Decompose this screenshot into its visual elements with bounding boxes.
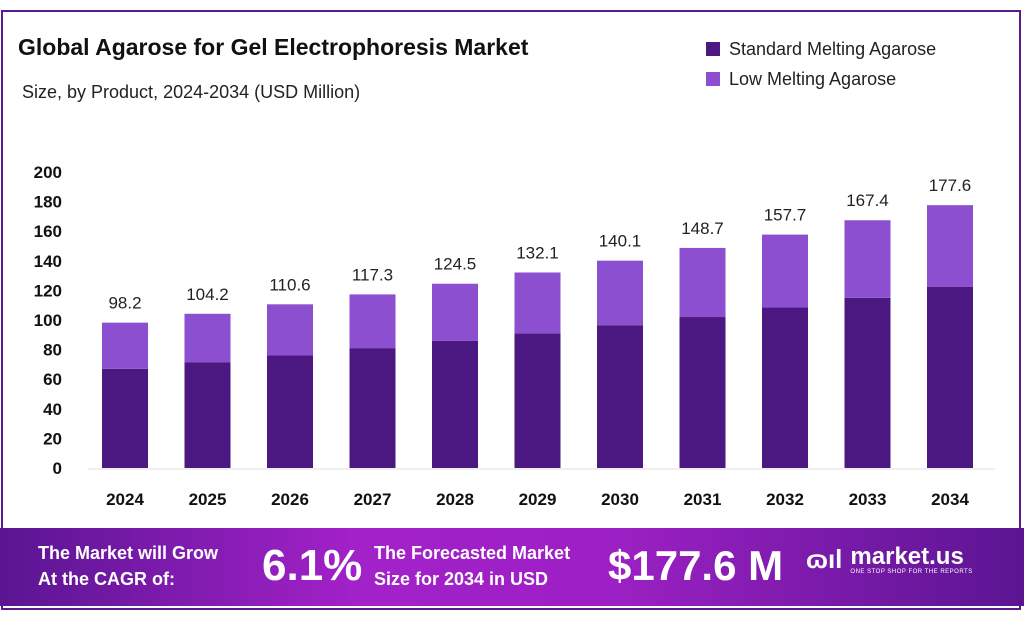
bar-segment-low bbox=[184, 313, 231, 363]
x-tick-label: 2030 bbox=[601, 490, 639, 509]
bar-segment-standard bbox=[762, 307, 808, 468]
data-label: 124.5 bbox=[434, 255, 477, 274]
data-label: 117.3 bbox=[352, 265, 393, 284]
chart-title: Global Agarose for Gel Electrophoresis M… bbox=[18, 34, 529, 60]
y-tick-label: 60 bbox=[43, 370, 62, 389]
bar-segment-low bbox=[349, 294, 396, 349]
data-label: 157.7 bbox=[764, 206, 807, 225]
bar-segment-low bbox=[597, 260, 643, 326]
bar-segment-standard bbox=[102, 368, 148, 468]
cagr-label: The Market will Grow At the CAGR of: bbox=[38, 543, 219, 589]
data-label: 177.6 bbox=[929, 176, 972, 195]
bar-segment-standard bbox=[267, 355, 313, 468]
bar-segment-low bbox=[102, 322, 148, 369]
y-tick-label: 180 bbox=[34, 193, 62, 212]
data-label: 132.1 bbox=[516, 243, 559, 262]
bar-segment-low bbox=[514, 272, 561, 334]
bar-segment-standard bbox=[927, 286, 973, 468]
x-tick-label: 2027 bbox=[354, 490, 392, 509]
y-tick-label: 20 bbox=[43, 429, 62, 448]
y-tick-label: 160 bbox=[34, 222, 62, 241]
chart-frame bbox=[1, 10, 1021, 610]
bar-segment-standard bbox=[184, 362, 231, 468]
market-us-logo: ɷıl market.us ONE STOP SHOP FOR THE REPOR… bbox=[806, 542, 973, 575]
logo-icon: ɷıl bbox=[806, 544, 843, 574]
legend-item-standard: Standard Melting Agarose bbox=[706, 34, 936, 64]
data-label: 167.4 bbox=[846, 191, 889, 210]
data-label: 148.7 bbox=[681, 219, 724, 238]
cagr-value: 6.1% bbox=[262, 541, 363, 590]
x-tick-label: 2024 bbox=[106, 490, 144, 509]
bar-segment-low bbox=[927, 205, 973, 287]
bar-segment-standard bbox=[679, 317, 726, 468]
bar-segment-standard bbox=[844, 297, 891, 468]
bar-segment-standard bbox=[514, 333, 561, 468]
legend-label: Low Melting Agarose bbox=[729, 68, 897, 89]
legend-swatch bbox=[706, 72, 720, 86]
data-label: 104.2 bbox=[186, 285, 229, 304]
legend-label: Standard Melting Agarose bbox=[729, 38, 937, 59]
chart-subtitle: Size, by Product, 2024-2034 (USD Million… bbox=[22, 82, 361, 102]
x-tick-label: 2033 bbox=[849, 490, 887, 509]
x-tick-label: 2034 bbox=[931, 490, 969, 509]
bar-chart: 0 20 40 60 80 100 120 140 160 180 200 98.2 2024 104.2… bbox=[34, 163, 995, 509]
data-label: 110.6 bbox=[269, 275, 310, 294]
forecast-label: The Forecasted Market Size for 2034 in US… bbox=[374, 543, 571, 589]
x-tick-label: 2029 bbox=[519, 490, 557, 509]
y-tick-label: 0 bbox=[53, 459, 62, 478]
x-tick-label: 2031 bbox=[684, 490, 722, 509]
bar-segment-low bbox=[267, 304, 313, 356]
forecast-value: $177.6 M bbox=[608, 542, 784, 589]
data-label: 140.1 bbox=[599, 232, 642, 251]
y-tick-label: 80 bbox=[43, 341, 62, 360]
y-tick-label: 200 bbox=[34, 163, 62, 182]
x-tick-label: 2026 bbox=[271, 490, 309, 509]
legend-swatch bbox=[706, 42, 720, 56]
x-tick-label: 2032 bbox=[766, 490, 804, 509]
bar-segment-low bbox=[762, 234, 808, 308]
legend: Standard Melting Agarose Low Melting Aga… bbox=[706, 34, 936, 94]
y-tick-label: 140 bbox=[34, 252, 62, 271]
bar-segment-standard bbox=[349, 348, 396, 468]
y-tick-label: 100 bbox=[34, 311, 62, 330]
bar-segment-low bbox=[844, 220, 891, 298]
data-label: 98.2 bbox=[108, 294, 141, 313]
x-tick-label: 2028 bbox=[436, 490, 474, 509]
x-tick-label: 2025 bbox=[189, 490, 227, 509]
bar-segment-standard bbox=[432, 340, 478, 468]
y-tick-label: 120 bbox=[34, 281, 62, 300]
footer-banner: The Market will Grow At the CAGR of: 6.1%… bbox=[0, 528, 1024, 606]
bar-segment-low bbox=[432, 283, 478, 341]
bar-segment-standard bbox=[597, 325, 643, 468]
bar-segment-low bbox=[679, 247, 726, 318]
y-tick-label: 40 bbox=[43, 400, 62, 419]
legend-item-low: Low Melting Agarose bbox=[706, 64, 936, 94]
